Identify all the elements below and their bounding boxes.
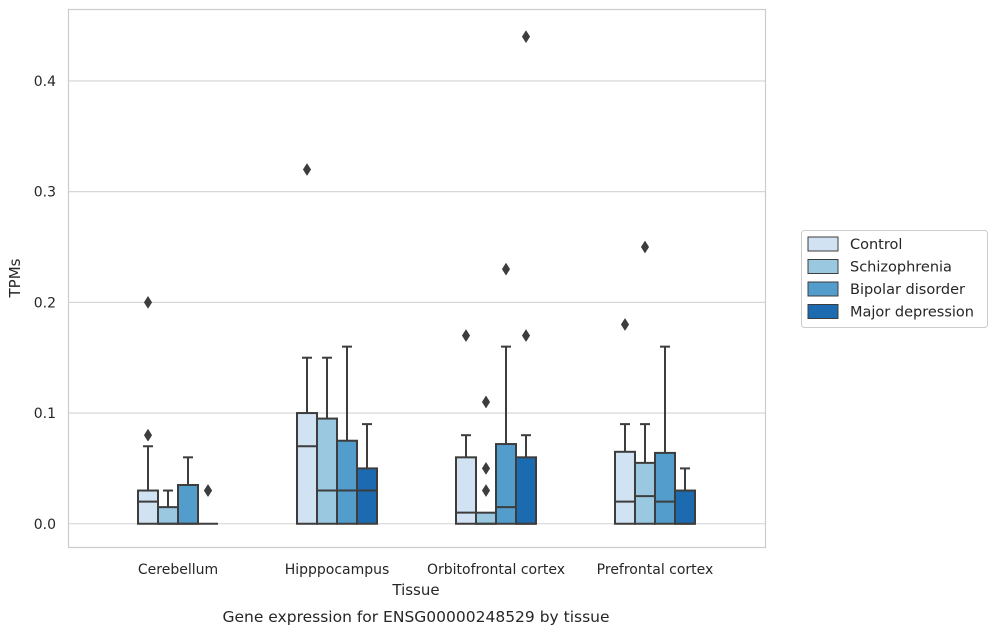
- legend-label: Bipolar disorder: [850, 282, 965, 298]
- outlier-point: [521, 329, 531, 343]
- x-tick-label: Hipppocampus: [285, 562, 390, 578]
- box-bipolar-disorder: [654, 345, 676, 525]
- box-body: [137, 489, 159, 525]
- box-major-depression: [674, 467, 696, 525]
- box-body: [336, 439, 358, 525]
- box-body: [495, 443, 517, 525]
- legend-swatch: [807, 281, 839, 297]
- plot-frame: [67, 8, 767, 549]
- box-major-depression: [515, 30, 537, 525]
- box-body: [455, 456, 477, 525]
- box-body: [356, 467, 378, 525]
- outlier-point: [481, 484, 491, 498]
- outlier-point: [461, 329, 471, 343]
- legend: Control Schizophrenia Bipolar disorder Majo…: [801, 230, 988, 328]
- x-axis-label: Tissue: [391, 581, 439, 599]
- outlier-point: [521, 30, 531, 44]
- x-tick-label: Orbitofrontal cortex: [427, 562, 565, 578]
- legend-frame: [801, 230, 988, 328]
- y-tick-label: 0.2: [34, 295, 56, 311]
- outlier-point: [302, 163, 312, 176]
- box-body: [614, 450, 636, 525]
- box-major-depression: [198, 484, 218, 525]
- box-body: [634, 461, 656, 525]
- legend-swatch: [807, 304, 839, 319]
- outlier-point: [481, 395, 491, 409]
- box-body: [296, 412, 318, 525]
- x-tick-label: Prefrontal cortex: [597, 562, 714, 578]
- box-body: [674, 489, 696, 525]
- legend-label: Control: [850, 237, 902, 253]
- outlier-point: [203, 484, 213, 498]
- box-body: [654, 451, 676, 525]
- legend-swatch: [807, 236, 839, 252]
- outlier-point: [143, 295, 153, 309]
- x-tick-label: Cerebellum: [138, 562, 218, 578]
- y-tick-label: 0.0: [34, 517, 56, 533]
- y-tick-label: 0.1: [34, 406, 56, 422]
- box-body: [157, 506, 179, 525]
- box-bipolar-disorder: [495, 262, 517, 525]
- box-bipolar-disorder: [336, 345, 358, 525]
- box-body: [316, 417, 338, 525]
- legend-swatch: [807, 259, 839, 274]
- y-tick-label: 0.3: [34, 185, 56, 201]
- boxes-layer: [137, 30, 696, 525]
- outlier-point: [501, 262, 511, 276]
- outlier-point: [640, 240, 650, 254]
- box-body: [475, 511, 497, 525]
- chart-caption: Gene expression for ENSG00000248529 by t…: [222, 608, 609, 626]
- legend-label: Schizophrenia: [850, 260, 952, 276]
- outlier-point: [481, 461, 491, 475]
- y-tick-label: 0.4: [34, 74, 56, 90]
- box-control: [455, 329, 477, 525]
- outlier-point: [620, 318, 630, 331]
- y-axis-label: TPMs: [6, 258, 24, 298]
- box-bipolar-disorder: [177, 456, 199, 525]
- box-major-depression: [356, 423, 378, 525]
- box-body: [177, 484, 199, 525]
- box-body: [515, 456, 537, 525]
- x-tick-labels: Cerebellum Hipppocampus Orbitofrontal cort…: [138, 562, 713, 578]
- outlier-point: [143, 428, 153, 442]
- y-tick-labels: 0.0 0.1 0.2 0.3 0.4: [34, 74, 56, 533]
- legend-label: Major depression: [850, 305, 974, 321]
